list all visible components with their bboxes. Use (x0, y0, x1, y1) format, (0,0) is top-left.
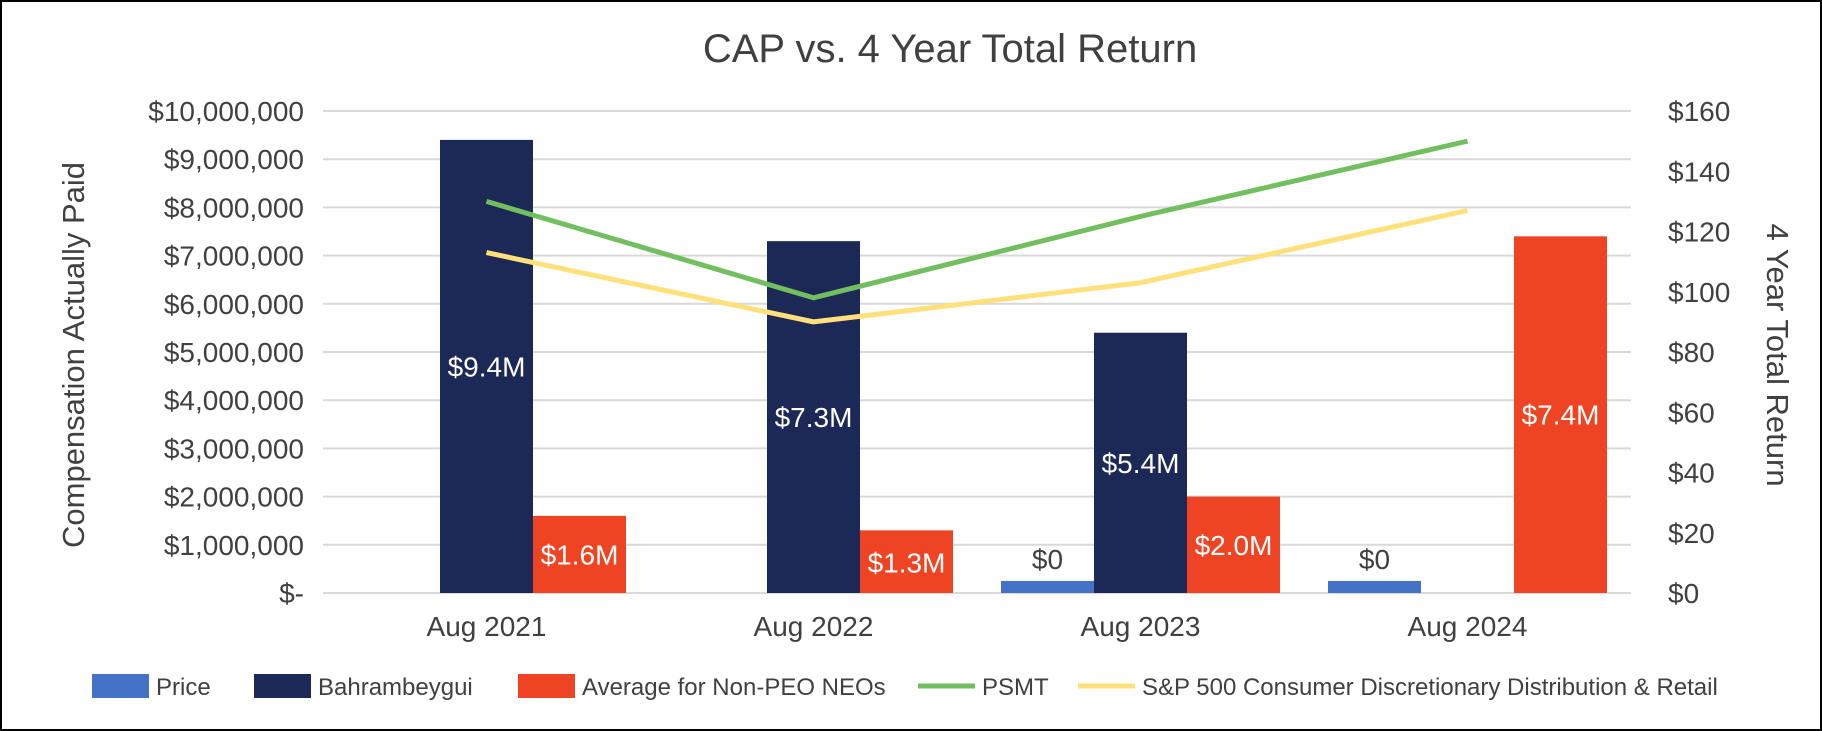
y2-axis-label: 4 Year Total Return (1760, 223, 1795, 486)
y-axis-ticks: $- $1,000,000 $2,000,000 $3,000,000 $4,000,0… (148, 96, 304, 609)
bar (440, 139, 533, 594)
bar (1514, 236, 1607, 593)
y-tick-label: $10,000,000 (148, 96, 304, 127)
bar-data-label: $0 (1032, 544, 1063, 575)
series-line (485, 207, 1469, 325)
chart-title: CAP vs. 4 Year Total Return (703, 27, 1197, 71)
y-tick-label: $1,000,000 (164, 530, 304, 561)
y-tick-label: $4,000,000 (164, 385, 304, 416)
bar-data-label: $2.0M (1195, 530, 1273, 561)
bar-data-label: $0 (1359, 544, 1390, 575)
y2-tick-label: $160 (1668, 96, 1730, 127)
y2-tick-label: $140 (1668, 156, 1730, 187)
bar (1187, 496, 1280, 593)
bar-data-label: $5.4M (1102, 448, 1180, 479)
y-tick-label: $2,000,000 (164, 482, 304, 513)
lines (485, 138, 1469, 325)
y2-tick-label: $0 (1668, 578, 1699, 609)
y-tick-label: $8,000,000 (164, 192, 304, 223)
bar-labels: $0 $0 $9.4M $7.3M $5.4M $1.6M $1.3M $2.0M $7.4M (448, 351, 1600, 578)
bar (1001, 580, 1094, 593)
y-tick-label: $7,000,000 (164, 241, 304, 272)
bar (860, 530, 953, 593)
x-tick-label: Aug 2022 (754, 611, 874, 642)
legend-label: Bahrambeygui (318, 674, 473, 701)
y2-tick-label: $80 (1668, 337, 1715, 368)
y-axis-label: Compensation Actually Paid (56, 162, 91, 548)
legend-label: PSMT (982, 674, 1049, 701)
legend-label: S&P 500 Consumer Discretionary Distribut… (1142, 674, 1718, 701)
bar-data-label: $9.4M (448, 351, 526, 382)
legend-swatch (92, 674, 149, 698)
bar-data-label: $7.4M (1522, 400, 1600, 431)
bar (1328, 580, 1421, 593)
y2-axis-ticks: $0 $20 $40 $60 $80 $100 $120 $140 $160 (1668, 96, 1730, 609)
bar (1094, 332, 1187, 593)
x-tick-label: Aug 2024 (1408, 611, 1528, 642)
y2-tick-label: $40 (1668, 458, 1715, 489)
bar-data-label: $1.3M (868, 547, 946, 578)
y-tick-label: $5,000,000 (164, 337, 304, 368)
legend-label: Price (156, 674, 211, 701)
bar (533, 515, 626, 593)
y2-tick-label: $100 (1668, 277, 1730, 308)
y-tick-label: $6,000,000 (164, 289, 304, 320)
x-tick-label: Aug 2021 (427, 611, 547, 642)
legend: Price Bahrambeygui Average for Non-PEO NEO… (92, 674, 1718, 701)
series-line (485, 138, 1469, 301)
legend-label: Average for Non-PEO NEOs (582, 674, 886, 701)
bar-data-label: $1.6M (541, 539, 619, 570)
y-tick-label: $- (279, 578, 304, 609)
y-tick-label: $9,000,000 (164, 144, 304, 175)
legend-swatch (518, 674, 575, 698)
y-tick-label: $3,000,000 (164, 433, 304, 464)
y2-tick-label: $120 (1668, 217, 1730, 248)
bar-data-label: $7.3M (775, 402, 853, 433)
x-tick-label: Aug 2023 (1081, 611, 1201, 642)
y2-tick-label: $60 (1668, 397, 1715, 428)
x-axis-ticks: Aug 2021 Aug 2022 Aug 2023 Aug 2024 (427, 611, 1528, 642)
y2-tick-label: $20 (1668, 518, 1715, 549)
legend-swatch (254, 674, 311, 698)
